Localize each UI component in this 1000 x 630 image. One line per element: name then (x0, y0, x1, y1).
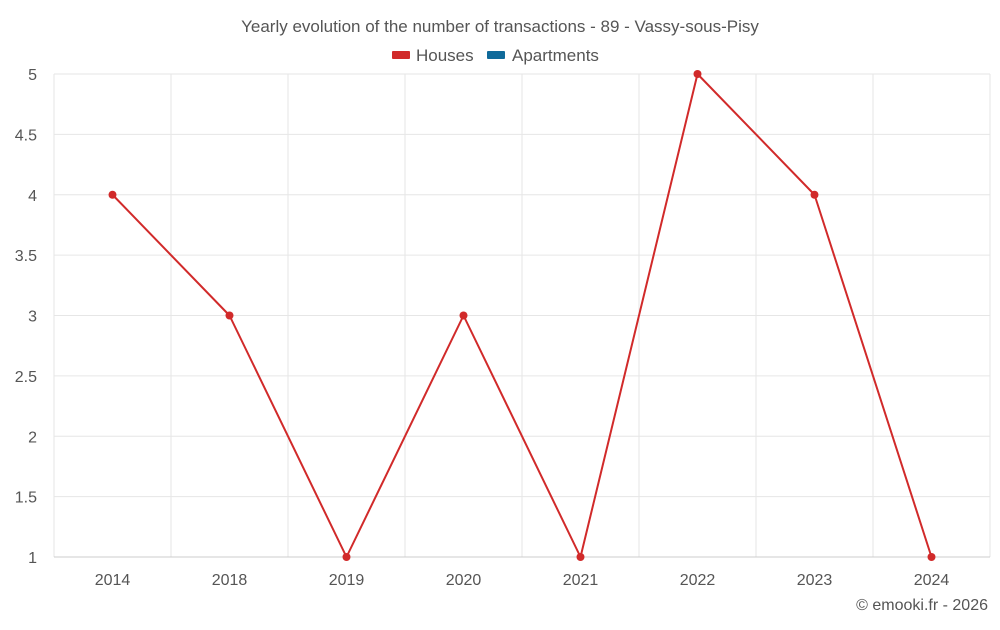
data-point-houses[interactable] (576, 553, 585, 561)
credit-text: © emooki.fr - 2026 (856, 597, 988, 614)
legend-swatch-houses (392, 51, 410, 59)
x-tick-label: 2018 (212, 572, 248, 589)
data-point-houses[interactable] (459, 311, 468, 320)
legend-item-apartments[interactable]: Apartments (487, 46, 599, 65)
y-tick-label: 2.5 (15, 369, 37, 386)
data-point-houses[interactable] (693, 70, 702, 78)
x-axis-ticks: 2014 2018 2019 2020 2021 2022 2023 2024 (95, 572, 950, 589)
legend-item-houses[interactable]: Houses (392, 46, 474, 65)
y-tick-label: 1 (28, 550, 37, 567)
y-tick-label: 3 (28, 309, 37, 326)
x-tick-label: 2014 (95, 572, 131, 589)
chart-title: Yearly evolution of the number of transa… (241, 17, 759, 36)
y-axis-ticks: 1 1.5 2 2.5 3 3.5 4 4.5 5 (15, 67, 37, 567)
data-point-houses[interactable] (342, 553, 351, 561)
x-tick-label: 2021 (563, 572, 599, 589)
x-tick-label: 2019 (329, 572, 365, 589)
y-tick-label: 3.5 (15, 248, 37, 265)
data-point-houses[interactable] (225, 311, 234, 320)
data-point-houses[interactable] (108, 190, 117, 199)
data-point-houses[interactable] (810, 190, 819, 199)
y-tick-label: 5 (28, 67, 37, 84)
legend-label-apartments: Apartments (512, 46, 599, 65)
y-tick-label: 2 (28, 429, 37, 446)
series-layer (108, 70, 936, 561)
x-tick-label: 2023 (797, 572, 833, 589)
series-line-houses (111, 73, 933, 558)
legend: Houses Apartments (392, 46, 599, 65)
legend-swatch-apartments (487, 51, 505, 59)
legend-label-houses: Houses (416, 46, 474, 65)
data-point-houses[interactable] (927, 553, 936, 561)
y-tick-label: 4.5 (15, 127, 37, 144)
y-tick-label: 1.5 (15, 490, 37, 507)
y-tick-label: 4 (28, 188, 37, 205)
x-tick-label: 2024 (914, 572, 950, 589)
x-tick-label: 2022 (680, 572, 716, 589)
x-tick-label: 2020 (446, 572, 482, 589)
